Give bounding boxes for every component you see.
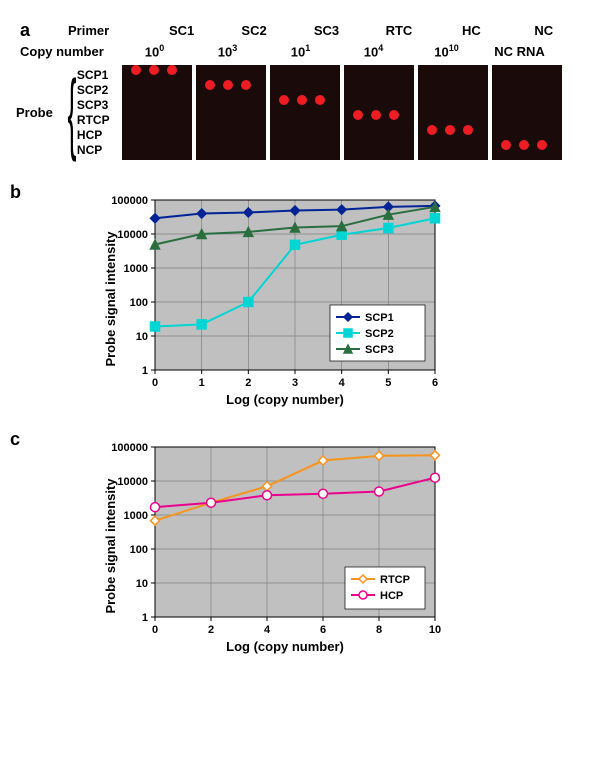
probe-names: SCP1 SCP2 SCP3 RTCP HCP NCP [77, 68, 122, 158]
copy-col: 100 [118, 43, 191, 59]
bracket-icon: { [67, 68, 76, 158]
svg-text:HCP: HCP [380, 590, 403, 602]
primer-col: SC2 [218, 23, 290, 38]
svg-text:RTCP: RTCP [380, 574, 410, 586]
primer-col: SC3 [290, 23, 362, 38]
panel-c-label: c [10, 429, 20, 450]
svg-text:1: 1 [142, 612, 148, 624]
svg-text:4: 4 [339, 377, 346, 389]
chart-c: 1 10 100 1000 10000 100000 0 2 4 6 8 10 RTCP HCP [95, 437, 455, 637]
svg-text:10: 10 [429, 624, 441, 636]
svg-text:2: 2 [245, 377, 251, 389]
copy-col: 104 [337, 43, 410, 59]
primer-col: NC [508, 23, 580, 38]
chart-c-xlabel: Log (copy number) [115, 639, 455, 654]
chart-c-ylabel: Probe signal intensity [103, 478, 118, 613]
svg-text:SCP3: SCP3 [365, 344, 394, 356]
primer-col: SC1 [145, 23, 217, 38]
svg-text:8: 8 [376, 624, 382, 636]
primer-label: Primer [38, 23, 145, 38]
svg-text:3: 3 [292, 377, 298, 389]
svg-text:1: 1 [199, 377, 205, 389]
svg-text:100000: 100000 [111, 195, 148, 207]
svg-text:SCP1: SCP1 [365, 312, 394, 324]
svg-text:SCP2: SCP2 [365, 328, 394, 340]
copy-col: 1010 [410, 43, 483, 59]
svg-text:100: 100 [130, 544, 148, 556]
copy-col: 103 [191, 43, 264, 59]
svg-text:0: 0 [152, 624, 158, 636]
chart-b-ylabel: Probe signal intensity [103, 231, 118, 366]
svg-text:10: 10 [136, 578, 148, 590]
panel-b: b Probe signal intensity 110100100010000… [20, 190, 580, 407]
svg-text:10000: 10000 [117, 229, 148, 241]
svg-text:10: 10 [136, 331, 148, 343]
primer-col: RTC [363, 23, 435, 38]
svg-text:2: 2 [208, 624, 214, 636]
svg-text:1: 1 [142, 365, 148, 377]
svg-text:6: 6 [432, 377, 438, 389]
copy-col: 101 [264, 43, 337, 59]
svg-text:10000: 10000 [117, 476, 148, 488]
copy-col: NC RNA [483, 44, 556, 59]
svg-text:0: 0 [152, 377, 158, 389]
svg-text:1000: 1000 [124, 510, 148, 522]
panel-a-label: a [20, 20, 30, 41]
svg-text:1000: 1000 [124, 263, 148, 275]
panel-c: c Probe signal intensity 110100100010000… [20, 437, 580, 654]
blot-panels [122, 65, 562, 160]
primer-col: HC [435, 23, 507, 38]
panel-a: a Primer SC1 SC2 SC3 RTC HC NC Copy numb… [20, 20, 580, 160]
svg-text:100000: 100000 [111, 442, 148, 454]
svg-text:5: 5 [385, 377, 391, 389]
copynum-label: Copy number [20, 44, 118, 59]
chart-b: 1101001000100001000000123456SCP1SCP2SCP3 [95, 190, 455, 390]
svg-text:6: 6 [320, 624, 326, 636]
svg-text:4: 4 [264, 624, 271, 636]
chart-b-xlabel: Log (copy number) [115, 392, 455, 407]
svg-text:100: 100 [130, 297, 148, 309]
panel-b-label: b [10, 182, 21, 203]
probe-label: Probe [16, 105, 53, 120]
